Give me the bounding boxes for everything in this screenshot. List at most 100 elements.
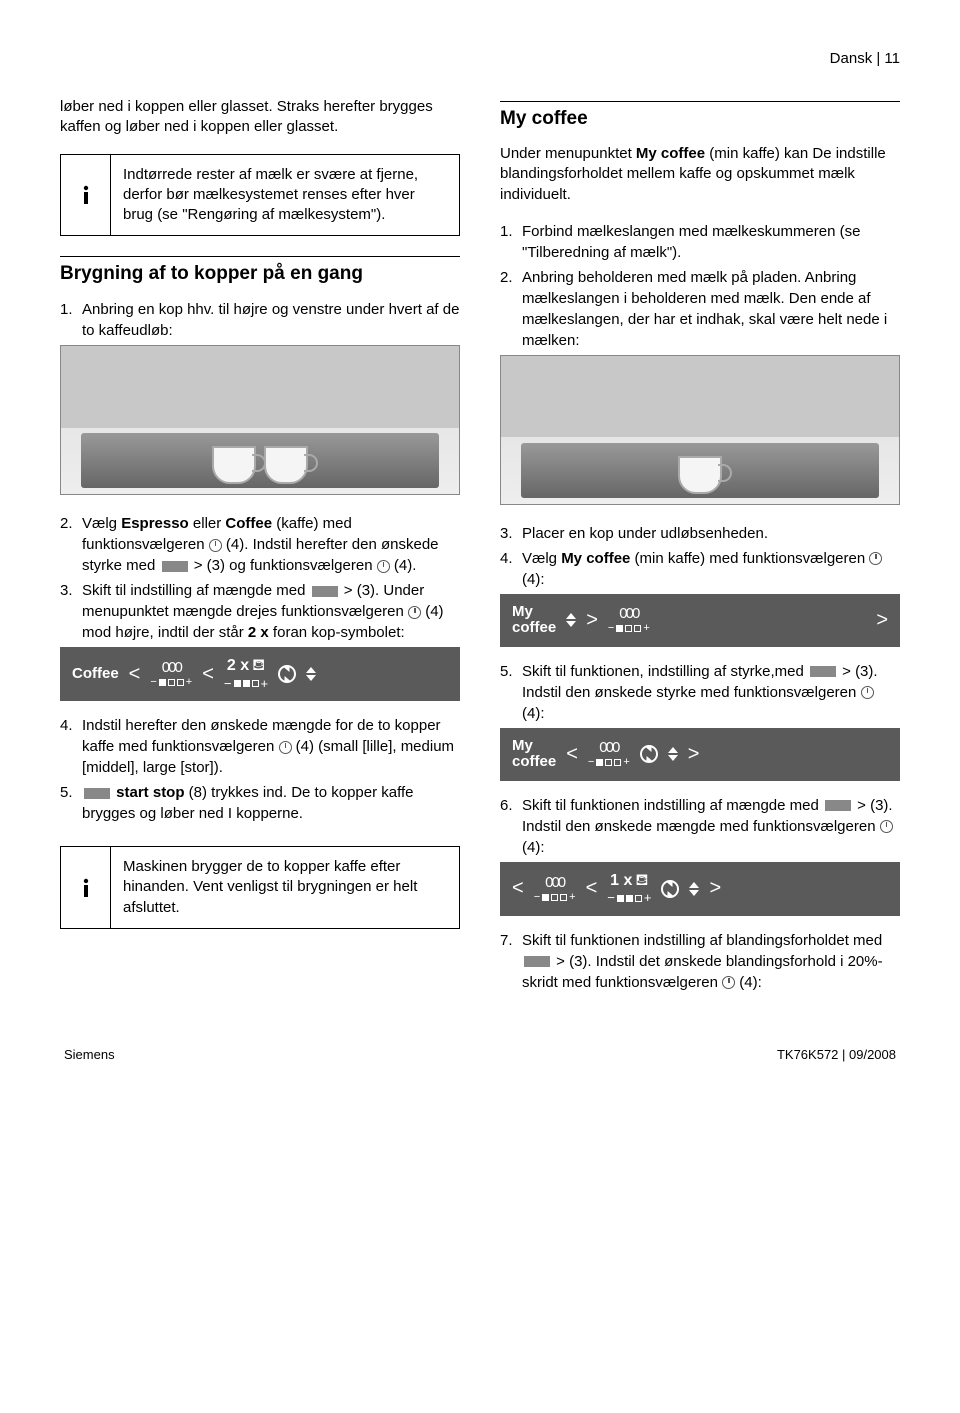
chevron-right-icon: > (876, 609, 888, 632)
info-box-2: Maskinen brygger de to kopper kaffe efte… (60, 846, 460, 929)
panel-label: My coffee (512, 738, 556, 771)
info-text-2: Maskinen brygger de to kopper kaffe efte… (111, 847, 459, 928)
chevron-left-icon: < (512, 877, 524, 900)
chevron-left-icon: < (129, 663, 141, 686)
page: Dansk | 11 løber ned i koppen eller glas… (0, 0, 960, 1092)
rstep-5: 5. Skift til funktionen, indstilling af … (500, 661, 900, 724)
step-text: Placer en kop under udløbsenheden. (522, 523, 900, 544)
left-column: løber ned i koppen eller glasset. Straks… (60, 97, 460, 997)
page-footer: Siemens TK76K572 | 09/2008 (60, 1047, 900, 1062)
up-down-arrows-icon (668, 747, 678, 761)
brewing-steps-cont2: 4. Indstil herefter den ønskede mængde f… (60, 715, 460, 824)
machine-milk-image (500, 355, 900, 505)
step-text: start stop (8) trykkes ind. De to kopper… (82, 782, 460, 824)
refresh-icon (278, 665, 296, 683)
step-number: 2. (500, 267, 522, 351)
step-number: 5. (500, 661, 522, 724)
amount-indicator: 1 x ⛾ −+ (607, 872, 651, 906)
strength-indicator: 000 −+ (588, 740, 630, 768)
up-down-arrows-icon (689, 882, 699, 896)
two-column-layout: løber ned i koppen eller glasset. Straks… (60, 97, 900, 997)
dial-icon (880, 820, 893, 833)
info-icon (61, 847, 111, 928)
step-text: Anbring en kop hhv. til højre og venstre… (82, 299, 460, 341)
strength-indicator: 000 −+ (150, 660, 192, 688)
beans-icon: 000 (545, 875, 564, 890)
step-text: Skift til funktionen indstilling af blan… (522, 930, 900, 993)
dial-icon (722, 976, 735, 989)
strength-indicator: 000 −+ (608, 606, 650, 634)
step-text: Skift til funktionen, indstilling af sty… (522, 661, 900, 724)
step-number: 2. (60, 513, 82, 576)
step-number: 1. (60, 299, 82, 341)
footer-doc: TK76K572 | 09/2008 (777, 1047, 896, 1062)
display-panel-mycoffee-3: < 000 −+ < 1 x ⛾ −+ > (500, 862, 900, 916)
amount-indicator: 2 x ⛾ −+ (224, 657, 268, 691)
mycoffee-steps-cont2: 5. Skift til funktionen, indstilling af … (500, 661, 900, 724)
rstep-4: 4. Vælg My coffee (min kaffe) med funkti… (500, 548, 900, 590)
brewing-steps-cont: 2. Vælg Espresso eller Coffee (kaffe) me… (60, 513, 460, 643)
refresh-icon (640, 745, 658, 763)
rstep-3: 3. Placer en kop under udløbsenheden. (500, 523, 900, 544)
section-title-mycoffee: My coffee (500, 101, 900, 130)
up-down-arrows-icon (566, 613, 576, 627)
bar-icon (162, 561, 188, 572)
chevron-right-icon: > (709, 877, 721, 900)
step-text: Indstil herefter den ønskede mængde for … (82, 715, 460, 778)
step-number: 4. (500, 548, 522, 590)
step-text: Skift til funktionen indstilling af mæng… (522, 795, 900, 858)
rstep-7: 7. Skift til funktionen indstilling af b… (500, 930, 900, 993)
beans-icon: 000 (619, 606, 638, 621)
machine-two-cups-image (60, 345, 460, 495)
mycoffee-steps-cont4: 7. Skift til funktionen indstilling af b… (500, 930, 900, 993)
step-text: Vælg Espresso eller Coffee (kaffe) med f… (82, 513, 460, 576)
step-number: 6. (500, 795, 522, 858)
chevron-left-icon: < (202, 663, 214, 686)
step-number: 1. (500, 221, 522, 263)
step-text: Vælg My coffee (min kaffe) med funktions… (522, 548, 900, 590)
display-panel-mycoffee-1: My coffee > 000 −+ > (500, 594, 900, 647)
dial-icon (408, 606, 421, 619)
step-text: Skift til indstilling af mængde med > (3… (82, 580, 460, 643)
dial-icon (209, 539, 222, 552)
panel-label: Coffee (72, 666, 119, 683)
step-number: 3. (60, 580, 82, 643)
chevron-left-icon: < (566, 743, 578, 766)
beans-icon: 000 (162, 660, 181, 675)
step-2: 2. Vælg Espresso eller Coffee (kaffe) me… (60, 513, 460, 576)
rstep-1: 1. Forbind mælkeslangen med mælkeskummer… (500, 221, 900, 263)
mycoffee-steps-cont: 3. Placer en kop under udløbsenheden. 4.… (500, 523, 900, 590)
step-number: 4. (60, 715, 82, 778)
step-number: 5. (60, 782, 82, 824)
intro-paragraph: løber ned i koppen eller glasset. Straks… (60, 97, 460, 138)
dial-icon (377, 560, 390, 573)
step-3: 3. Skift til indstilling af mængde med >… (60, 580, 460, 643)
info-box-1: Indtørrede rester af mælk er svære at fj… (60, 154, 460, 237)
step-text: Forbind mælkeslangen med mælkeskummeren … (522, 221, 900, 263)
step-4: 4. Indstil herefter den ønskede mængde f… (60, 715, 460, 778)
step-number: 7. (500, 930, 522, 993)
right-column: My coffee Under menupunktet My coffee (m… (500, 97, 900, 997)
dial-icon (279, 741, 292, 754)
bar-icon (825, 800, 851, 811)
rstep-6: 6. Skift til funktionen indstilling af m… (500, 795, 900, 858)
strength-indicator: 000 −+ (534, 875, 576, 903)
display-panel-coffee: Coffee < 000 −+ < 2 x ⛾ −+ (60, 647, 460, 701)
bar-icon (84, 788, 110, 799)
chevron-left-icon: < (586, 877, 598, 900)
dial-icon (869, 552, 882, 565)
chevron-right-icon: > (586, 609, 598, 632)
beans-icon: 000 (599, 740, 618, 755)
chevron-right-icon: > (688, 743, 700, 766)
step-5: 5. start stop (8) trykkes ind. De to kop… (60, 782, 460, 824)
page-header: Dansk | 11 (60, 50, 900, 67)
info-text-1: Indtørrede rester af mælk er svære at fj… (111, 155, 459, 236)
display-panel-mycoffee-2: My coffee < 000 −+ > (500, 728, 900, 781)
mycoffee-steps-cont3: 6. Skift til funktionen indstilling af m… (500, 795, 900, 858)
bar-icon (312, 586, 338, 597)
section-title-brewing: Brygning af to kopper på en gang (60, 256, 460, 285)
up-down-arrows-icon (306, 667, 316, 681)
refresh-icon (661, 880, 679, 898)
bar-icon (810, 666, 836, 677)
rstep-2: 2. Anbring beholderen med mælk på pladen… (500, 267, 900, 351)
